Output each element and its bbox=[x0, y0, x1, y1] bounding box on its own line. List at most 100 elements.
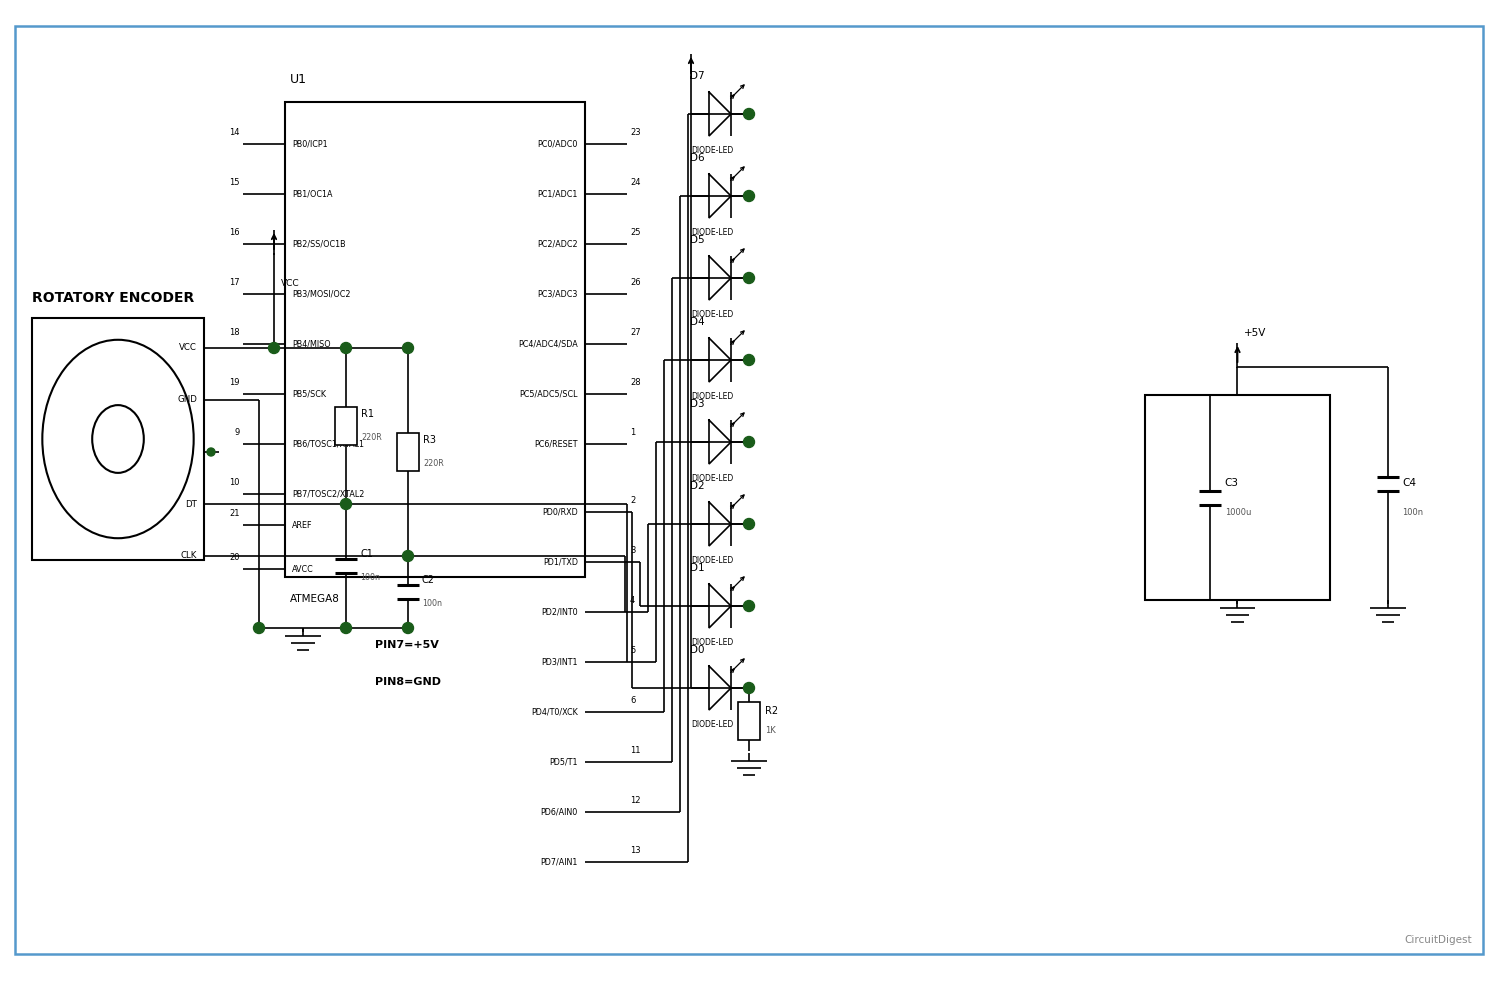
Text: U1: U1 bbox=[290, 74, 308, 86]
Circle shape bbox=[744, 108, 754, 120]
Text: 100n: 100n bbox=[360, 573, 380, 582]
Text: PD1/TXD: PD1/TXD bbox=[543, 558, 578, 567]
Text: PB0/ICP1: PB0/ICP1 bbox=[292, 139, 327, 148]
Text: PB3/MOSI/OC2: PB3/MOSI/OC2 bbox=[292, 290, 351, 299]
Text: D7: D7 bbox=[690, 71, 705, 81]
Text: PD0/RXD: PD0/RXD bbox=[542, 508, 578, 517]
Text: 9: 9 bbox=[236, 428, 240, 437]
Circle shape bbox=[340, 499, 351, 510]
Text: 13: 13 bbox=[630, 846, 640, 855]
Text: 3: 3 bbox=[630, 546, 636, 555]
Text: CircuitDigest: CircuitDigest bbox=[1404, 935, 1472, 945]
Text: DIODE-LED: DIODE-LED bbox=[692, 556, 734, 565]
Text: D5: D5 bbox=[690, 235, 705, 245]
Text: PD3/INT1: PD3/INT1 bbox=[542, 658, 578, 667]
Text: 26: 26 bbox=[630, 278, 640, 287]
Text: AVCC: AVCC bbox=[292, 565, 314, 573]
Circle shape bbox=[402, 551, 414, 562]
Text: D0: D0 bbox=[690, 645, 705, 655]
Text: 18: 18 bbox=[230, 328, 240, 337]
Text: PC1/ADC1: PC1/ADC1 bbox=[537, 190, 578, 198]
Text: PD6/AIN0: PD6/AIN0 bbox=[540, 807, 578, 816]
Ellipse shape bbox=[92, 406, 144, 473]
Text: PB6/TOSC1/XTAL1: PB6/TOSC1/XTAL1 bbox=[292, 440, 364, 449]
Circle shape bbox=[268, 343, 279, 354]
Text: C3: C3 bbox=[1224, 477, 1239, 487]
Text: 16: 16 bbox=[230, 228, 240, 237]
Text: PC5/ADC5/SCL: PC5/ADC5/SCL bbox=[519, 390, 578, 399]
Text: D3: D3 bbox=[690, 399, 705, 409]
Text: +5V: +5V bbox=[1244, 328, 1266, 338]
Text: CLK: CLK bbox=[180, 552, 196, 561]
Text: R1: R1 bbox=[362, 409, 374, 419]
Text: C4: C4 bbox=[1402, 477, 1416, 487]
Circle shape bbox=[402, 623, 414, 633]
Text: PIN7=+5V: PIN7=+5V bbox=[375, 640, 440, 650]
Text: 5: 5 bbox=[630, 646, 634, 655]
Circle shape bbox=[340, 623, 351, 633]
Text: 21: 21 bbox=[230, 509, 240, 518]
Text: 6: 6 bbox=[630, 696, 636, 705]
Text: DIODE-LED: DIODE-LED bbox=[692, 392, 734, 401]
Text: PC6/RESET: PC6/RESET bbox=[534, 440, 578, 449]
Circle shape bbox=[254, 623, 264, 633]
Bar bbox=[32, 318, 204, 560]
Bar bbox=[1144, 395, 1330, 600]
Text: DIODE-LED: DIODE-LED bbox=[692, 638, 734, 647]
Text: DIODE-LED: DIODE-LED bbox=[692, 146, 734, 155]
Ellipse shape bbox=[42, 340, 194, 538]
Text: R3: R3 bbox=[423, 435, 436, 445]
Text: 220R: 220R bbox=[362, 433, 381, 443]
Circle shape bbox=[207, 448, 214, 456]
Text: 10: 10 bbox=[230, 478, 240, 487]
Bar bbox=[398, 433, 418, 471]
Text: 24: 24 bbox=[630, 178, 640, 187]
Text: 19: 19 bbox=[230, 378, 240, 387]
Bar bbox=[334, 407, 357, 445]
Text: PC0/ADC0: PC0/ADC0 bbox=[537, 139, 578, 148]
Text: VCC: VCC bbox=[280, 279, 300, 288]
Text: DIODE-LED: DIODE-LED bbox=[692, 720, 734, 729]
Circle shape bbox=[744, 518, 754, 529]
Text: DIODE-LED: DIODE-LED bbox=[692, 474, 734, 483]
Text: VCC: VCC bbox=[178, 344, 196, 353]
Text: D1: D1 bbox=[690, 563, 705, 573]
Text: 25: 25 bbox=[630, 228, 640, 237]
Text: 15: 15 bbox=[230, 178, 240, 187]
Text: PB4/MISO: PB4/MISO bbox=[292, 340, 330, 349]
Text: 23: 23 bbox=[630, 128, 640, 137]
Text: D4: D4 bbox=[690, 317, 705, 327]
Circle shape bbox=[744, 272, 754, 284]
Circle shape bbox=[744, 355, 754, 365]
Text: 1K: 1K bbox=[765, 726, 776, 735]
Text: PC3/ADC3: PC3/ADC3 bbox=[537, 290, 578, 299]
Circle shape bbox=[744, 601, 754, 612]
Text: GND: GND bbox=[177, 396, 197, 405]
Bar bbox=[285, 102, 585, 577]
Text: PD7/AIN1: PD7/AIN1 bbox=[540, 857, 578, 866]
Text: DIODE-LED: DIODE-LED bbox=[692, 228, 734, 237]
Text: D6: D6 bbox=[690, 153, 705, 163]
Text: 27: 27 bbox=[630, 328, 640, 337]
Text: PD5/T1: PD5/T1 bbox=[549, 757, 578, 767]
Text: 220R: 220R bbox=[423, 460, 444, 468]
Text: PB2/SS/OC1B: PB2/SS/OC1B bbox=[292, 240, 345, 248]
Text: 20: 20 bbox=[230, 553, 240, 562]
Text: PC2/ADC2: PC2/ADC2 bbox=[537, 240, 578, 248]
Text: PC4/ADC4/SDA: PC4/ADC4/SDA bbox=[518, 340, 578, 349]
Text: PD2/INT0: PD2/INT0 bbox=[542, 608, 578, 617]
Text: 4: 4 bbox=[630, 596, 634, 605]
Text: PB1/OC1A: PB1/OC1A bbox=[292, 190, 333, 198]
Circle shape bbox=[744, 437, 754, 448]
Text: ATMEGA8: ATMEGA8 bbox=[290, 594, 340, 604]
Bar bbox=[738, 701, 760, 739]
Text: 2: 2 bbox=[630, 496, 634, 505]
Text: 11: 11 bbox=[630, 746, 640, 755]
Text: 1000u: 1000u bbox=[1224, 508, 1251, 517]
Text: PD4/T0/XCK: PD4/T0/XCK bbox=[531, 707, 578, 717]
Text: 14: 14 bbox=[230, 128, 240, 137]
Text: 100n: 100n bbox=[1402, 508, 1423, 517]
Text: PB5/SCK: PB5/SCK bbox=[292, 390, 326, 399]
Text: 1: 1 bbox=[630, 428, 634, 437]
Text: D2: D2 bbox=[690, 481, 705, 491]
